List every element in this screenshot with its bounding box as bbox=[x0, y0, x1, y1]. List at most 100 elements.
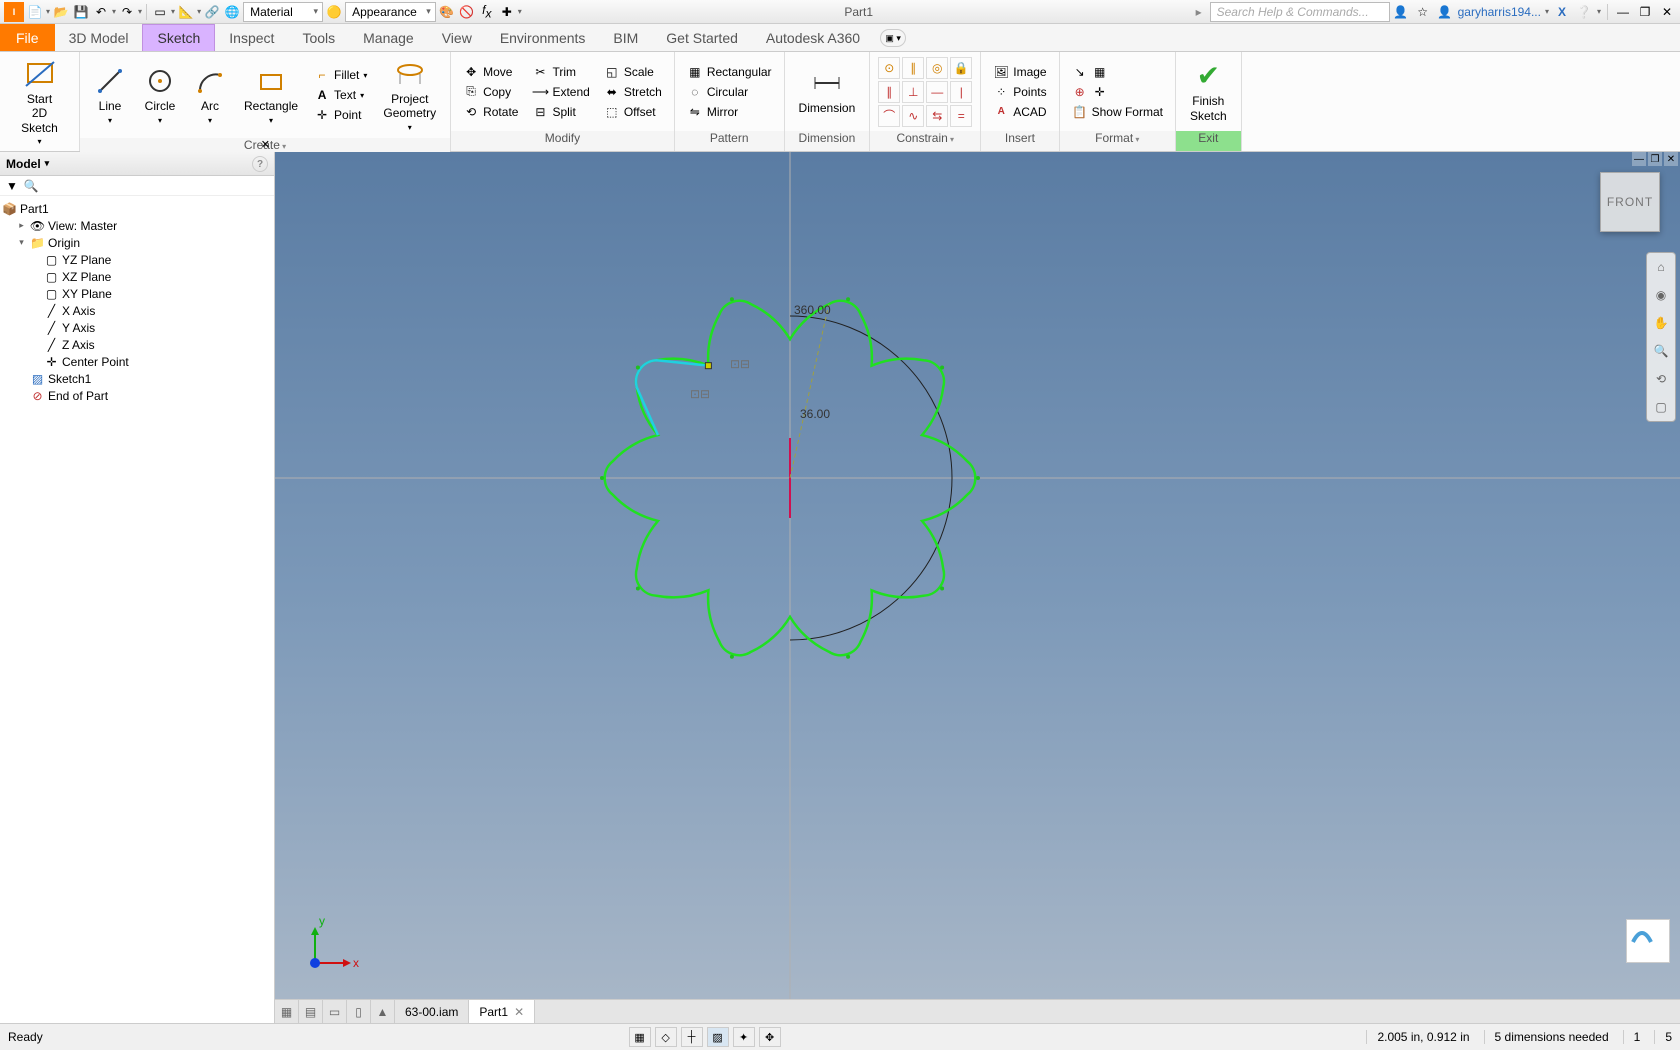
panel-title-constrain[interactable]: Constrain bbox=[870, 131, 980, 151]
extend-button[interactable]: ⟶Extend bbox=[528, 83, 593, 101]
browser-help-icon[interactable]: ? bbox=[252, 156, 268, 172]
constraint-fix-icon[interactable]: 🔒 bbox=[950, 57, 972, 79]
restore-window-icon[interactable]: ❐ bbox=[1636, 3, 1654, 21]
star-icon[interactable]: ☆ bbox=[1414, 3, 1432, 21]
tree-root[interactable]: 📦Part1 bbox=[2, 200, 272, 217]
minimize-window-icon[interactable]: — bbox=[1614, 3, 1632, 21]
circ-pattern-button[interactable]: ◌Circular bbox=[683, 83, 776, 101]
signin-icon[interactable]: 👤 bbox=[1392, 3, 1410, 21]
arc-button[interactable]: Arc▾ bbox=[188, 63, 232, 127]
tree-end-of-part[interactable]: ⊘End of Part bbox=[2, 387, 272, 404]
rect-pattern-button[interactable]: ▦Rectangular bbox=[683, 63, 776, 81]
constraint-collinear-icon[interactable]: ∥ bbox=[902, 57, 924, 79]
constraint-coincident-icon[interactable]: ⊙ bbox=[878, 57, 900, 79]
insert-acad-button[interactable]: AACAD bbox=[989, 103, 1050, 121]
snap-grid-icon[interactable]: ▦ bbox=[629, 1027, 651, 1047]
centerline-button[interactable]: ⊕✛ bbox=[1068, 83, 1167, 101]
doc-tab-1[interactable]: 63-00.iam bbox=[395, 1000, 469, 1023]
tab-a360[interactable]: Autodesk A360 bbox=[752, 24, 874, 51]
view-tile-icon[interactable]: ▦ bbox=[275, 1000, 299, 1023]
find-icon[interactable]: 🔍 bbox=[24, 179, 39, 193]
user-icon[interactable]: 👤 bbox=[1436, 3, 1454, 21]
tab-environments[interactable]: Environments bbox=[486, 24, 600, 51]
new-icon[interactable]: 📄 bbox=[26, 3, 44, 21]
link-icon[interactable]: 🔗 bbox=[203, 3, 221, 21]
material-combo[interactable]: Material bbox=[243, 2, 323, 22]
mirror-button[interactable]: ⇋Mirror bbox=[683, 103, 776, 121]
tab-view[interactable]: View bbox=[428, 24, 486, 51]
tab-sketch[interactable]: Sketch bbox=[142, 24, 215, 51]
circle-button[interactable]: Circle▾ bbox=[138, 63, 182, 127]
tree-center-point[interactable]: ✛Center Point bbox=[2, 353, 272, 370]
stretch-button[interactable]: ⬌Stretch bbox=[600, 83, 666, 101]
tree-x-axis[interactable]: ╱X Axis bbox=[2, 302, 272, 319]
point-button[interactable]: ✛Point bbox=[310, 106, 371, 124]
undo-icon[interactable]: ↶ bbox=[92, 3, 110, 21]
help-search[interactable]: Search Help & Commands... bbox=[1210, 2, 1390, 22]
nav-pan-icon[interactable]: ✋ bbox=[1651, 313, 1671, 333]
graphics-canvas[interactable]: — ❐ ✕ 360.0036.00⊡⊟⊡⊟xy FRONT ⌂ ◉ ✋ 🔍 ⟲ … bbox=[275, 152, 1680, 1023]
tab-3d-model[interactable]: 3D Model bbox=[55, 24, 143, 51]
child-close-icon[interactable]: ✕ bbox=[1664, 152, 1678, 166]
constraint-tangent-icon[interactable]: ⌒ bbox=[878, 105, 900, 127]
constraint-symmetric-icon[interactable]: ⇆ bbox=[926, 105, 948, 127]
snap-slice-icon[interactable]: ▨ bbox=[707, 1027, 729, 1047]
close-window-icon[interactable]: ✕ bbox=[1658, 3, 1676, 21]
measure-icon[interactable]: 📐 bbox=[177, 3, 195, 21]
fillet-button[interactable]: ⌐Fillet ▾ bbox=[310, 66, 371, 84]
plus-icon[interactable]: ✚ bbox=[498, 3, 516, 21]
view-up-icon[interactable]: ▲ bbox=[371, 1000, 395, 1023]
snap-end-icon[interactable]: ✦ bbox=[733, 1027, 755, 1047]
browser-close-icon[interactable]: ✕ bbox=[261, 138, 270, 151]
constraint-concentric-icon[interactable]: ◎ bbox=[926, 57, 948, 79]
view-horiz-icon[interactable]: ▭ bbox=[323, 1000, 347, 1023]
view-cascade-icon[interactable]: ▤ bbox=[299, 1000, 323, 1023]
split-button[interactable]: ⊟Split bbox=[528, 103, 593, 121]
constraint-smooth-icon[interactable]: ∿ bbox=[902, 105, 924, 127]
nav-lookat-icon[interactable]: ▢ bbox=[1651, 397, 1671, 417]
close-icon[interactable]: ✕ bbox=[514, 1005, 524, 1019]
offset-button[interactable]: ⬚Offset bbox=[600, 103, 666, 121]
constraint-vertical-icon[interactable]: | bbox=[950, 81, 972, 103]
insert-points-button[interactable]: ⁘Points bbox=[989, 83, 1050, 101]
move-button[interactable]: ✥Move bbox=[459, 63, 522, 81]
nav-home-icon[interactable]: ⌂ bbox=[1651, 257, 1671, 277]
exchange-icon[interactable]: X bbox=[1553, 3, 1571, 21]
constraint-horizontal-icon[interactable]: — bbox=[926, 81, 948, 103]
start-sketch-button[interactable]: Start 2D Sketch▾ bbox=[8, 56, 71, 149]
copy-button[interactable]: ⎘Copy bbox=[459, 83, 522, 101]
save-icon[interactable]: 💾 bbox=[72, 3, 90, 21]
text-button[interactable]: AText ▾ bbox=[310, 86, 371, 104]
nav-wheel-icon[interactable]: ◉ bbox=[1651, 285, 1671, 305]
finish-sketch-button[interactable]: ✔Finish Sketch bbox=[1184, 58, 1233, 125]
tab-bim[interactable]: BIM bbox=[599, 24, 652, 51]
tree-view[interactable]: ▸👁View: Master bbox=[2, 217, 272, 234]
rotate-button[interactable]: ⟲Rotate bbox=[459, 103, 522, 121]
rectangle-button[interactable]: Rectangle▾ bbox=[238, 63, 304, 127]
nav-orbit-icon[interactable]: ⟲ bbox=[1651, 369, 1671, 389]
panel-title-format[interactable]: Format bbox=[1060, 131, 1175, 151]
tab-manage[interactable]: Manage bbox=[349, 24, 428, 51]
child-restore-icon[interactable]: ❐ bbox=[1648, 152, 1662, 166]
constraint-parallel-icon[interactable]: ∥ bbox=[878, 81, 900, 103]
fx-icon[interactable]: fx bbox=[478, 3, 496, 21]
constraint-perpendicular-icon[interactable]: ⊥ bbox=[902, 81, 924, 103]
child-minimize-icon[interactable]: — bbox=[1632, 152, 1646, 166]
snap-mid-icon[interactable]: ┼ bbox=[681, 1027, 703, 1047]
redo-icon[interactable]: ↷ bbox=[118, 3, 136, 21]
construction-button[interactable]: ↘▦ bbox=[1068, 63, 1167, 81]
line-button[interactable]: Line▾ bbox=[88, 63, 132, 127]
appearance-combo[interactable]: Appearance bbox=[345, 2, 436, 22]
browser-header[interactable]: Model ? bbox=[0, 152, 274, 176]
tab-get-started[interactable]: Get Started bbox=[652, 24, 752, 51]
tab-inspect[interactable]: Inspect bbox=[215, 24, 288, 51]
tree-sketch[interactable]: ▨Sketch1 bbox=[2, 370, 272, 387]
tree-xz-plane[interactable]: ▢XZ Plane bbox=[2, 268, 272, 285]
appearance-ball-icon[interactable]: 🟡 bbox=[325, 3, 343, 21]
doc-tab-2[interactable]: Part1✕ bbox=[469, 1000, 535, 1023]
screencast-icon[interactable] bbox=[1626, 919, 1670, 963]
help-icon[interactable]: ❔ bbox=[1575, 3, 1593, 21]
app-icon[interactable]: I bbox=[4, 2, 24, 22]
show-format-button[interactable]: 📋Show Format bbox=[1068, 103, 1167, 121]
tree-yz-plane[interactable]: ▢YZ Plane bbox=[2, 251, 272, 268]
